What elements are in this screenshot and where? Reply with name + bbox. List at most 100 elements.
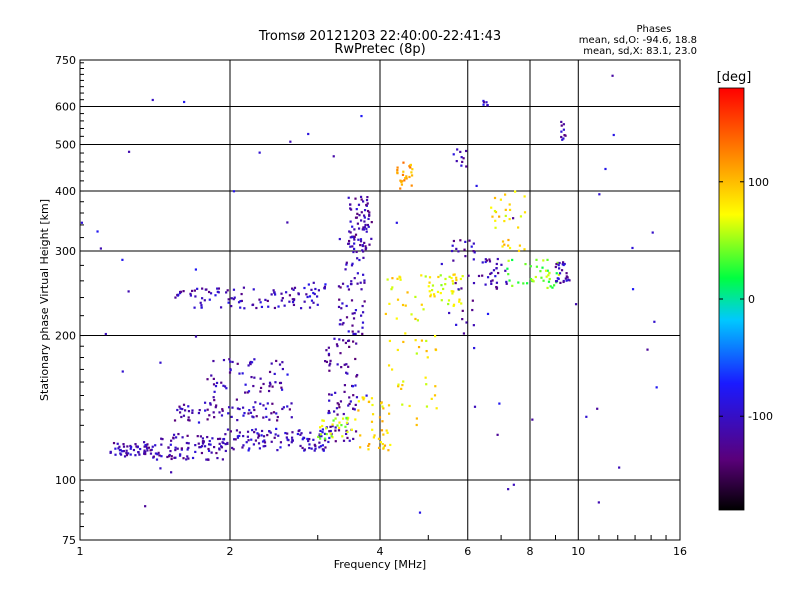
data-point — [189, 294, 192, 297]
data-point — [186, 448, 189, 451]
data-point — [459, 277, 462, 281]
data-point — [130, 445, 133, 449]
data-point — [405, 177, 408, 180]
data-point — [225, 387, 228, 390]
data-point — [352, 437, 355, 441]
data-point — [281, 407, 284, 411]
data-point — [381, 442, 384, 446]
data-point — [401, 403, 404, 406]
data-point — [272, 411, 276, 414]
data-point — [410, 184, 413, 187]
x-axis-ticks: 1 2 4 6 8 10 16 — [77, 535, 687, 558]
data-point — [385, 429, 388, 432]
data-point — [361, 332, 364, 335]
data-point — [338, 426, 341, 429]
data-point — [433, 335, 437, 338]
data-point — [417, 345, 421, 349]
x-axis-label: Frequency [MHz] — [334, 558, 426, 571]
data-point — [301, 446, 304, 450]
data-point — [484, 258, 487, 261]
data-point — [336, 402, 339, 405]
data-point — [565, 275, 568, 278]
data-point — [319, 433, 322, 436]
data-point — [353, 242, 356, 245]
data-point — [395, 317, 398, 320]
data-point — [312, 301, 315, 304]
data-point — [297, 429, 300, 433]
data-point — [347, 288, 351, 291]
data-point — [260, 434, 263, 437]
data-point — [504, 208, 507, 211]
data-point — [371, 428, 374, 431]
data-point — [335, 343, 339, 346]
data-point — [365, 203, 368, 207]
data-point — [303, 448, 307, 451]
data-point — [218, 447, 221, 450]
data-point — [354, 418, 357, 421]
data-point — [352, 340, 355, 343]
data-point — [247, 439, 250, 442]
data-point — [233, 296, 236, 299]
data-point — [430, 289, 434, 292]
data-point — [554, 280, 558, 283]
data-point — [350, 282, 353, 286]
data-point — [178, 411, 182, 414]
data-point — [458, 300, 461, 303]
data-point — [272, 289, 275, 292]
data-point — [560, 120, 563, 124]
data-point — [269, 383, 272, 386]
data-point — [336, 413, 339, 416]
data-point — [562, 137, 565, 140]
data-point — [260, 305, 264, 309]
data-point — [249, 361, 252, 365]
data-point — [268, 385, 271, 388]
data-point — [180, 415, 183, 419]
data-point — [470, 245, 473, 248]
data-point — [300, 432, 303, 435]
data-point — [389, 443, 392, 447]
data-point — [307, 132, 310, 136]
data-point — [244, 383, 247, 386]
data-point — [486, 104, 489, 107]
data-point — [402, 340, 405, 344]
data-point — [354, 332, 357, 336]
data-point — [396, 172, 399, 175]
data-point — [452, 239, 456, 243]
data-point — [352, 250, 355, 254]
data-point — [114, 453, 117, 456]
data-point — [325, 349, 328, 352]
data-point — [382, 446, 385, 449]
data-point — [186, 434, 189, 437]
data-point — [473, 251, 476, 254]
data-point — [263, 439, 266, 442]
data-point — [440, 299, 443, 302]
data-point — [429, 293, 433, 296]
data-point — [491, 215, 494, 218]
data-point — [154, 444, 157, 447]
data-point — [245, 441, 248, 444]
data-point — [386, 431, 389, 434]
data-point — [243, 307, 246, 310]
data-point — [174, 296, 177, 299]
data-point — [127, 150, 131, 153]
data-point — [490, 282, 493, 285]
data-point — [345, 363, 348, 366]
data-point — [497, 271, 500, 275]
data-point — [428, 290, 431, 293]
data-point — [267, 389, 271, 393]
data-point — [139, 447, 142, 451]
data-point — [357, 400, 360, 403]
data-point — [286, 432, 289, 435]
data-point — [334, 429, 337, 432]
data-point — [221, 458, 224, 461]
data-point — [135, 445, 138, 448]
data-point — [465, 165, 468, 168]
data-point — [363, 281, 366, 284]
data-point — [362, 200, 365, 203]
data-point — [400, 183, 404, 186]
data-point — [316, 303, 319, 306]
data-point — [405, 175, 408, 178]
data-point — [264, 298, 267, 302]
data-point — [325, 433, 328, 436]
data-point — [215, 381, 219, 385]
